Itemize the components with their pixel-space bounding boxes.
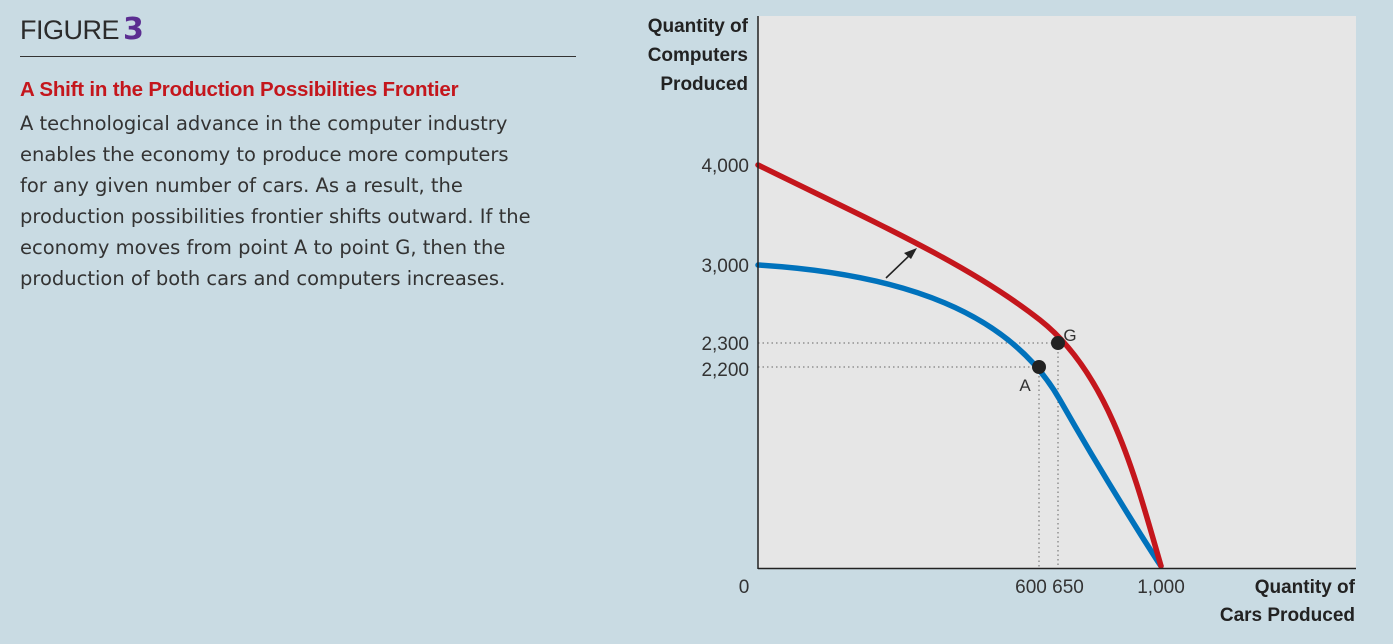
heading-rule [20, 56, 576, 57]
caption-line: production possibilities frontier shifts… [20, 205, 531, 228]
new-frontier-curve [755, 162, 1164, 569]
x-tick-label: 600 [1015, 577, 1047, 598]
caption-line: production of both cars and computers in… [20, 267, 506, 290]
figure-number: 3 [123, 12, 144, 47]
figure-label: FIGURE [20, 15, 120, 45]
caption-line: for any given number of cars. As a resul… [20, 174, 463, 197]
x-tick-label: 1,000 [1137, 577, 1185, 598]
y-axis-label-line2: Computers [648, 45, 748, 66]
x-axis-label-line2: Cars Produced [1220, 605, 1355, 626]
y-tick-label: 2,300 [701, 334, 749, 355]
point-label-g: G [1063, 326, 1076, 345]
old-frontier-curve [755, 262, 1164, 569]
x-axis-label-line1: Quantity of [1255, 577, 1356, 598]
point-a [1032, 360, 1046, 374]
plot-background [758, 16, 1356, 568]
figure-heading: FIGURE 3 [20, 12, 580, 47]
caption-title: A Shift in the Production Possibilities … [20, 78, 459, 101]
y-tick-label: 3,000 [701, 256, 749, 277]
x-tick-label: 0 [739, 577, 750, 598]
point-label-a: A [1019, 376, 1031, 395]
point-g [1051, 336, 1065, 350]
shift-arrowhead [904, 248, 917, 259]
y-tick-label: 4,000 [701, 156, 749, 177]
caption-line: A technological advance in the computer … [20, 112, 508, 135]
caption-body: A technological advance in the computer … [20, 108, 580, 294]
x-tick-label: 650 [1052, 577, 1084, 598]
caption-line: enables the economy to produce more comp… [20, 143, 509, 166]
shift-arrow [885, 252, 913, 279]
y-tick-label: 2,200 [701, 360, 749, 381]
y-axis-label-line1: Quantity of [648, 16, 749, 37]
y-axis-label-line3: Produced [660, 74, 748, 95]
caption-line: economy moves from point A to point G, t… [20, 236, 506, 259]
